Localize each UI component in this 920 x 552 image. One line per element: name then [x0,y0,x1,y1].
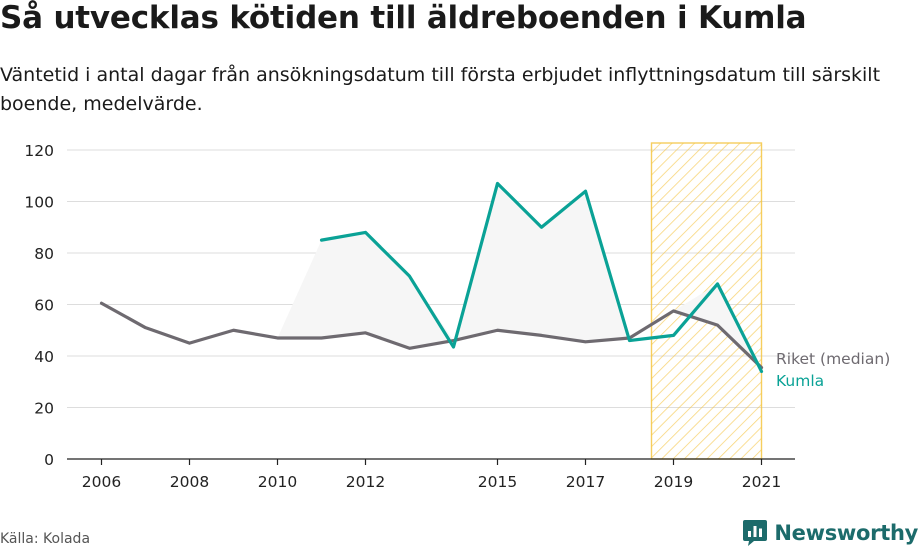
series-lines [99,181,764,374]
source-note: Källa: Kolada [0,531,91,547]
x-tick-label: 2015 [478,473,517,491]
series-labels: Riket (median) Kumla [776,350,890,390]
x-tick-label: 2008 [170,473,209,491]
y-tick-label: 120 [24,142,54,160]
riket-line [99,301,764,370]
kumla-line [319,181,764,374]
x-tick-label: 2021 [742,473,781,491]
y-tick-label: 60 [34,297,54,315]
x-tick-labels: 2006 2008 2010 2012 2015 2017 2019 2021 [82,473,781,491]
riket-series-label: Riket (median) [776,350,890,368]
y-tick-labels: 0 20 40 60 80 100 120 [24,142,54,469]
kumla-series-label: Kumla [776,372,824,390]
y-tick-label: 0 [44,451,54,469]
brand-name: Newsworthy [774,521,918,545]
x-tick-label: 2006 [82,473,121,491]
bar-chart-speech-bubble-icon [743,520,768,546]
x-tick-label: 2017 [566,473,605,491]
y-tick-label: 20 [34,400,54,418]
chart-title: Så utvecklas kötiden till äldreboenden i… [0,0,807,36]
chart-subtitle: Väntetid i antal dagar från ansökningsda… [0,64,881,115]
x-tick-label: 2019 [654,473,693,491]
brand-logo: Newsworthy [742,518,918,548]
y-tick-label: 100 [24,194,54,212]
x-tick-label: 2010 [258,473,297,491]
x-tick-label: 2012 [346,473,385,491]
x-axis [67,458,795,465]
y-tick-label: 40 [34,348,54,366]
y-tick-label: 80 [34,245,54,263]
